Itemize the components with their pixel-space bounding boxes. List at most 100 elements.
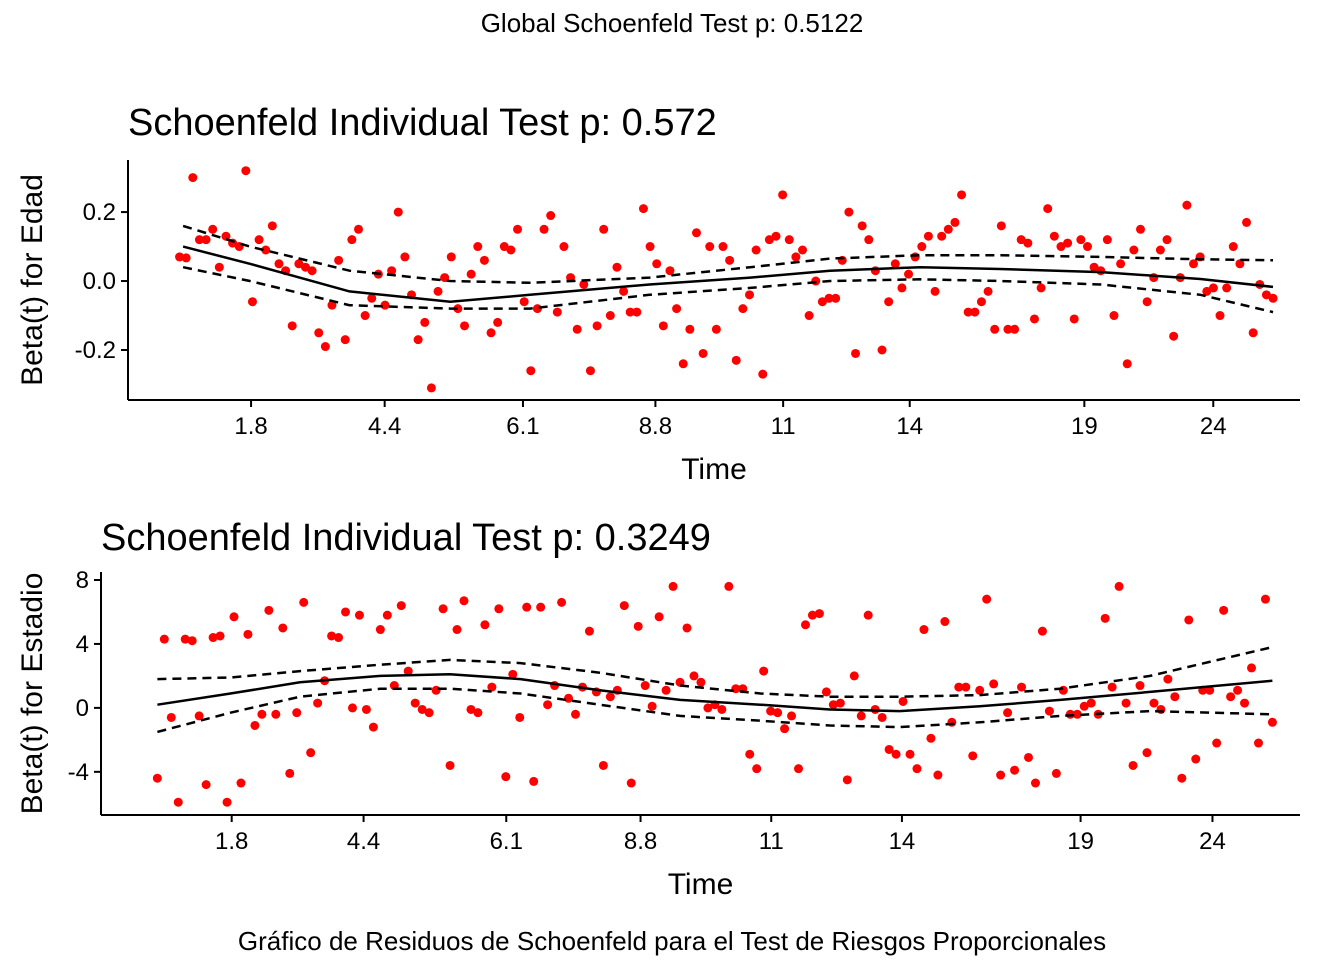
residual-point: [267, 221, 277, 231]
residual-point: [347, 703, 357, 713]
x-axis-label: Time: [668, 868, 734, 901]
residual-point: [506, 245, 516, 255]
residual-point: [672, 304, 682, 314]
y-tick-label: 0.2: [83, 199, 116, 226]
residual-point: [703, 703, 713, 713]
x-axis-label: Time: [681, 453, 747, 486]
residual-point: [1222, 283, 1232, 293]
residual-point: [334, 255, 344, 265]
residual-point: [294, 259, 304, 269]
residual-point: [341, 607, 351, 617]
residual-point: [1189, 259, 1199, 269]
y-tick-label: 0: [76, 695, 89, 722]
residual-point: [1233, 685, 1243, 695]
residual-point: [787, 711, 797, 721]
residual-point: [1030, 778, 1040, 788]
residual-point: [208, 633, 218, 643]
residual-point: [438, 604, 448, 614]
residual-point: [1102, 235, 1112, 245]
residual-point: [445, 760, 455, 770]
residual-point: [410, 698, 420, 708]
residual-point: [1170, 692, 1180, 702]
residual-point: [473, 708, 483, 718]
residual-point: [851, 348, 861, 358]
residual-point: [519, 297, 529, 307]
residual-point: [752, 764, 762, 774]
residual-point: [1010, 324, 1020, 334]
residual-point: [870, 266, 880, 276]
x-tick-label: 11: [771, 413, 796, 440]
residual-point: [1169, 331, 1179, 341]
residual-point: [612, 262, 622, 272]
residual-point: [817, 297, 827, 307]
residual-point: [1129, 245, 1139, 255]
residual-point: [947, 717, 957, 727]
residual-point: [557, 597, 567, 607]
x-tick-label: 6.1: [506, 413, 539, 440]
residual-point: [187, 636, 197, 646]
residual-point: [691, 228, 701, 238]
x-tick-label: 6.1: [490, 828, 523, 855]
residual-point: [181, 253, 191, 263]
residual-point: [968, 751, 978, 761]
residual-point: [685, 324, 695, 334]
residual-point: [605, 692, 615, 702]
residual-point: [996, 770, 1006, 780]
residual-point: [638, 204, 648, 214]
residual-point: [1069, 314, 1079, 324]
residual-point: [494, 604, 504, 614]
residual-point: [844, 207, 854, 217]
residual-point: [598, 760, 608, 770]
residual-point: [897, 283, 907, 293]
residual-point: [957, 190, 967, 200]
residual-point: [1215, 311, 1225, 321]
residual-point: [300, 262, 310, 272]
residual-point: [917, 242, 927, 252]
residual-point: [173, 797, 183, 807]
residual-point: [798, 245, 808, 255]
residual-point: [546, 211, 556, 221]
residual-point: [334, 633, 344, 643]
residual-point: [340, 335, 350, 345]
residual-point: [804, 311, 814, 321]
residual-point: [1029, 314, 1039, 324]
residual-point: [625, 307, 635, 317]
residual-point: [347, 235, 357, 245]
figure-caption: Gráfico de Residuos de Schoenfeld para e…: [238, 926, 1106, 956]
upper-confidence-line: [182, 224, 1274, 285]
residual-point: [1107, 682, 1117, 692]
residual-point: [261, 245, 271, 255]
residual-point: [571, 709, 581, 719]
x-tick-label: 14: [896, 413, 923, 440]
residual-point: [759, 666, 769, 676]
residual-point: [396, 601, 406, 611]
residual-point: [320, 342, 330, 352]
residual-point: [665, 266, 675, 276]
residual-point: [1023, 238, 1033, 248]
residual-point: [842, 775, 852, 785]
residual-point: [243, 629, 253, 639]
residual-point: [1082, 242, 1092, 252]
residual-point: [501, 772, 511, 782]
y-tick-label: -4: [68, 759, 89, 786]
residual-point: [658, 321, 668, 331]
residual-point: [271, 709, 281, 719]
x-tick-label: 19: [1071, 413, 1098, 440]
residual-point: [884, 744, 894, 754]
residual-point: [1063, 238, 1073, 248]
residual-point: [668, 581, 678, 591]
residual-point: [912, 764, 922, 774]
residual-point: [619, 286, 629, 296]
residual-point: [711, 324, 721, 334]
residual-point: [780, 724, 790, 734]
residual-point: [605, 311, 615, 321]
residual-point: [1089, 262, 1099, 272]
residual-point: [367, 293, 377, 303]
residual-point: [152, 773, 162, 783]
residual-point: [459, 596, 469, 606]
residual-point: [285, 768, 295, 778]
lower-confidence-line: [182, 265, 1274, 314]
residual-point: [1260, 594, 1270, 604]
residual-point: [306, 748, 316, 758]
